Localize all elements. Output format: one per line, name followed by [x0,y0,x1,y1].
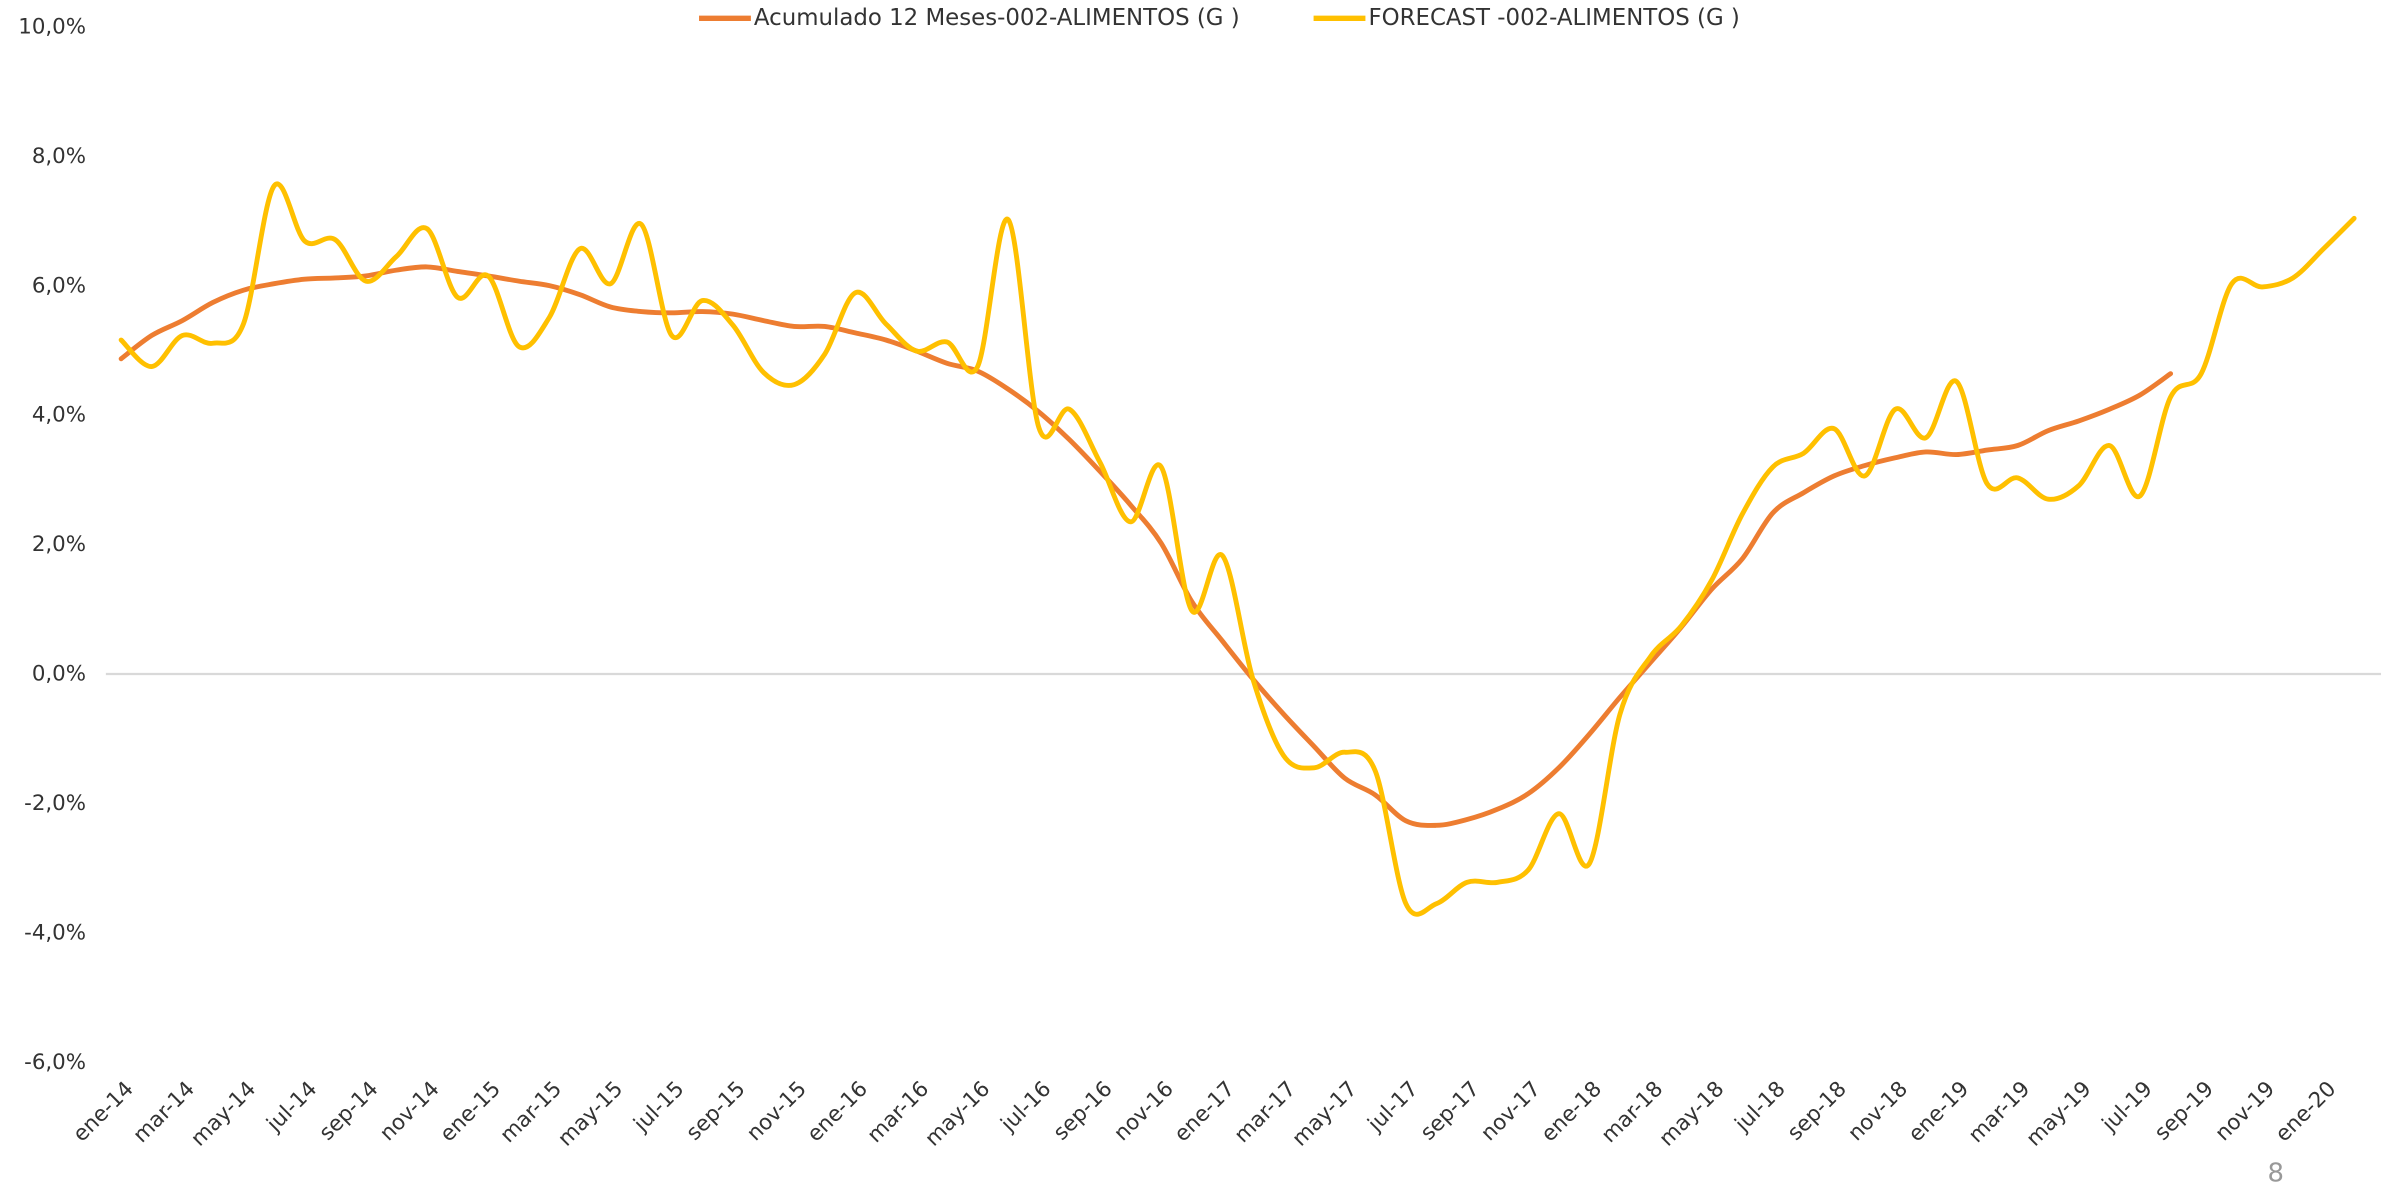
x-tick-label: ene-16 [802,1077,872,1147]
x-tick-label: sep-17 [1416,1077,1485,1146]
legend-label: FORECAST -002-ALIMENTOS (G ) [1368,5,1739,31]
x-tick-label: may-18 [1654,1077,1729,1152]
x-tick-label: nov-16 [1109,1077,1179,1147]
x-tick-label: nov-15 [742,1077,812,1147]
x-tick-label: may-17 [1287,1077,1362,1152]
x-tick-label: jul-19 [2097,1077,2158,1138]
legend-label: Acumulado 12 Meses-002-ALIMENTOS (G ) [754,5,1240,31]
x-tick-label: jul-16 [995,1077,1056,1138]
x-tick-label: may-16 [920,1077,995,1152]
y-tick-label: 4,0% [32,403,86,428]
y-tick-label: 0,0% [32,662,86,687]
x-tick-label: jul-17 [1363,1077,1424,1138]
page-number: 8 [2268,1159,2284,1189]
y-tick-label: 6,0% [32,273,86,298]
x-tick-label: may-14 [186,1077,261,1152]
series-line [118,181,2357,917]
y-tick-label: 8,0% [32,144,86,169]
x-tick-label: may-19 [2022,1077,2097,1152]
y-tick-label: -2,0% [24,791,86,816]
x-tick-label: ene-15 [435,1077,505,1147]
x-tick-label: sep-19 [2150,1077,2219,1146]
y-tick-label: 10,0% [18,14,86,39]
x-tick-label: sep-16 [1049,1077,1118,1146]
x-tick-label: sep-15 [682,1077,751,1146]
x-tick-label: ene-18 [1537,1077,1607,1147]
x-tick-label: ene-14 [68,1077,138,1147]
x-tick-label: nov-19 [2210,1077,2280,1147]
x-tick-label: jul-15 [628,1077,689,1138]
y-tick-label: -6,0% [24,1050,86,1075]
series-line [118,264,2174,828]
x-tick-label: jul-14 [261,1077,322,1138]
y-tick-label: -4,0% [24,920,86,945]
x-tick-label: ene-17 [1170,1077,1240,1147]
y-tick-label: 2,0% [32,532,86,557]
x-tick-label: ene-19 [1904,1077,1974,1147]
x-tick-label: nov-18 [1843,1077,1913,1147]
x-tick-label: nov-14 [375,1077,445,1147]
x-tick-label: sep-18 [1783,1077,1852,1146]
x-tick-label: jul-18 [1730,1077,1791,1138]
x-tick-label: sep-14 [314,1077,383,1146]
x-tick-label: ene-20 [2271,1077,2341,1147]
x-tick-label: nov-17 [1476,1077,1546,1147]
x-tick-label: may-15 [553,1077,628,1152]
